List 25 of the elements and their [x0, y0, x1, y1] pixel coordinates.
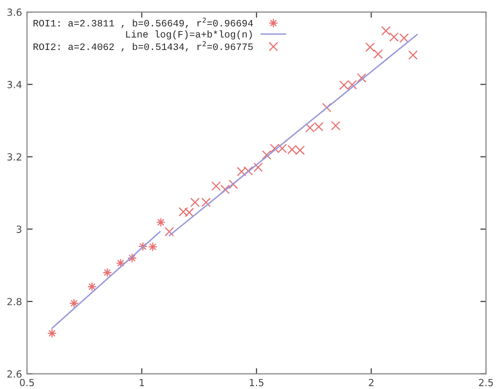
point	[381, 26, 391, 36]
point	[365, 42, 375, 52]
point	[356, 73, 366, 83]
y-tick-label: 3.2	[7, 153, 22, 161]
y-tick-label: 2.8	[7, 298, 22, 306]
point	[164, 226, 174, 236]
point	[408, 50, 418, 60]
x-tick-label: 2.5	[478, 378, 493, 386]
point	[220, 184, 230, 194]
y-tick-label: 2.6	[7, 370, 22, 378]
point	[330, 120, 340, 130]
x-tick-label: 1.5	[250, 378, 264, 386]
point	[253, 162, 263, 172]
x-tick-label: 0.5	[20, 378, 34, 386]
y-tick-label: 3	[16, 226, 22, 233]
legend-label: Line log(F)=a+b*log(n)	[126, 30, 252, 40]
point	[262, 150, 272, 160]
point	[322, 102, 332, 112]
y-tick-label: 3.4	[7, 80, 22, 88]
x-tick-label: 1	[140, 378, 144, 386]
x-tick-label: 2	[368, 378, 374, 386]
point	[211, 181, 221, 191]
legend-label: ROI2: a=2.4062 , b=0.51434, r$^{2}$=0.96775	[34, 41, 253, 52]
point	[373, 49, 383, 59]
y-tick-label: 3.6	[7, 8, 22, 16]
